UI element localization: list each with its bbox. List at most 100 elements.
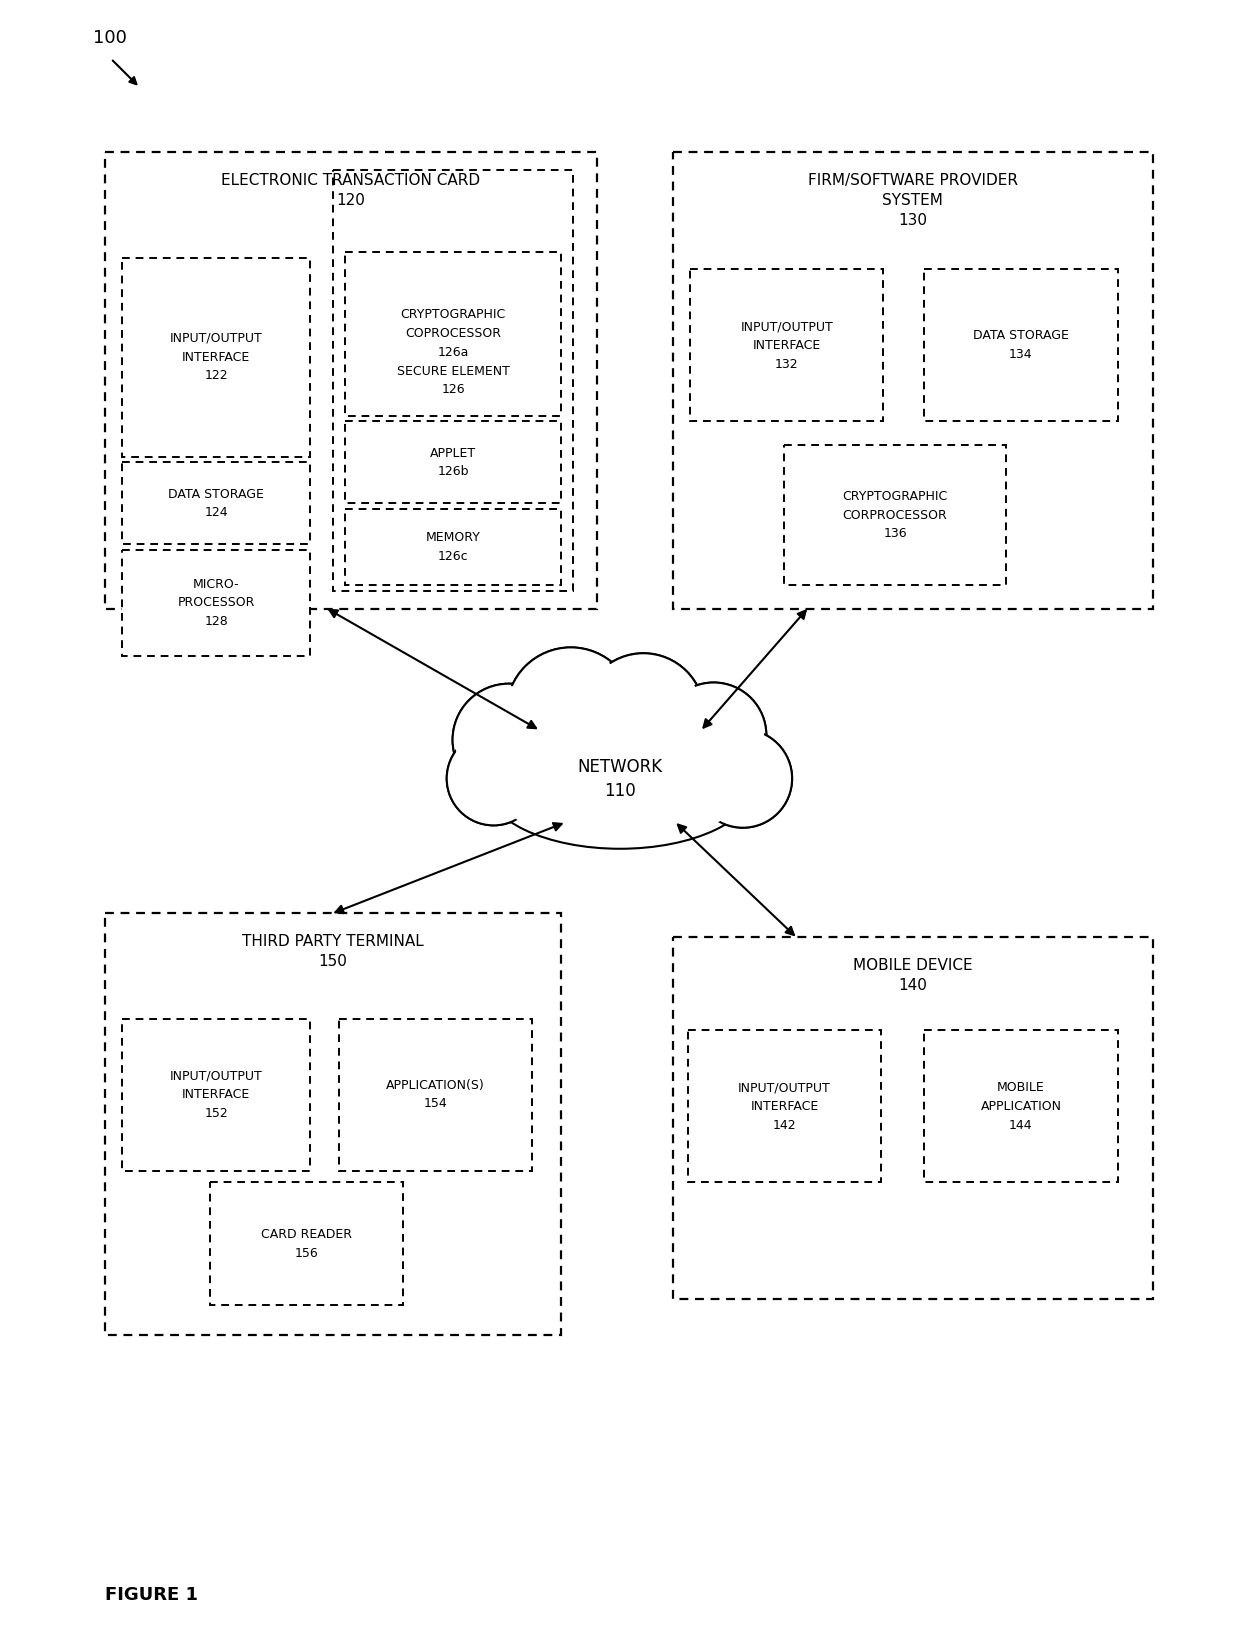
- Text: 156: 156: [295, 1247, 319, 1260]
- Circle shape: [661, 682, 766, 788]
- Circle shape: [693, 729, 792, 828]
- Bar: [672, 152, 1153, 608]
- Bar: [784, 444, 1007, 585]
- Circle shape: [662, 683, 765, 787]
- Text: DATA STORAGE: DATA STORAGE: [973, 329, 1069, 343]
- Text: 130: 130: [898, 213, 928, 228]
- Text: APPLICATION: APPLICATION: [981, 1100, 1061, 1113]
- Text: MOBILE DEVICE: MOBILE DEVICE: [853, 957, 972, 972]
- Ellipse shape: [487, 723, 753, 846]
- Text: 122: 122: [205, 369, 228, 382]
- Ellipse shape: [485, 720, 755, 849]
- Circle shape: [446, 731, 541, 826]
- Text: MICRO-: MICRO-: [192, 577, 239, 590]
- Text: FIGURE 1: FIGURE 1: [105, 1587, 198, 1605]
- Text: APPLET: APPLET: [430, 446, 476, 459]
- Text: PROCESSOR: PROCESSOR: [177, 597, 254, 610]
- Circle shape: [453, 683, 565, 797]
- Bar: [334, 170, 573, 592]
- Circle shape: [448, 733, 539, 824]
- Text: INTERFACE: INTERFACE: [182, 351, 250, 364]
- Text: INTERFACE: INTERFACE: [182, 1088, 250, 1101]
- Circle shape: [446, 731, 541, 826]
- Text: 142: 142: [773, 1118, 796, 1131]
- Text: DATA STORAGE: DATA STORAGE: [169, 487, 264, 500]
- Text: THIRD PARTY TERMINAL: THIRD PARTY TERMINAL: [242, 934, 424, 949]
- Text: CARD READER: CARD READER: [262, 1228, 352, 1241]
- Text: APPLICATION(S): APPLICATION(S): [386, 1078, 485, 1092]
- Bar: [691, 269, 883, 421]
- Text: ELECTRONIC TRANSACTION CARD: ELECTRONIC TRANSACTION CARD: [221, 174, 480, 188]
- Circle shape: [449, 734, 538, 823]
- Circle shape: [446, 731, 541, 826]
- Ellipse shape: [491, 726, 749, 842]
- Bar: [123, 462, 310, 544]
- Text: 154: 154: [424, 1098, 448, 1111]
- Text: 132: 132: [775, 357, 799, 370]
- Bar: [211, 1182, 403, 1305]
- Bar: [345, 421, 562, 503]
- Text: 128: 128: [205, 615, 228, 628]
- Bar: [345, 252, 562, 416]
- Bar: [105, 152, 596, 608]
- Ellipse shape: [486, 721, 754, 847]
- Circle shape: [693, 729, 792, 828]
- Text: 136: 136: [883, 528, 906, 541]
- Circle shape: [693, 729, 792, 828]
- Circle shape: [583, 654, 704, 775]
- Text: 126c: 126c: [438, 551, 469, 564]
- Circle shape: [454, 685, 564, 795]
- Circle shape: [583, 654, 704, 775]
- Circle shape: [694, 731, 791, 826]
- Text: CRYPTOGRAPHIC: CRYPTOGRAPHIC: [842, 490, 947, 503]
- Text: NETWORK: NETWORK: [578, 757, 662, 775]
- Text: 124: 124: [205, 506, 228, 520]
- Text: SYSTEM: SYSTEM: [882, 193, 944, 208]
- Text: 126: 126: [441, 384, 465, 397]
- Text: 126a: 126a: [438, 346, 469, 359]
- Circle shape: [506, 647, 635, 777]
- Bar: [105, 913, 562, 1334]
- Circle shape: [663, 685, 764, 785]
- Circle shape: [583, 654, 704, 775]
- Text: 140: 140: [898, 977, 928, 993]
- Bar: [339, 1018, 532, 1170]
- Bar: [123, 1018, 310, 1170]
- Circle shape: [507, 649, 634, 775]
- Bar: [672, 936, 1153, 1300]
- Circle shape: [453, 683, 565, 797]
- Text: INPUT/OUTPUT: INPUT/OUTPUT: [170, 1069, 263, 1082]
- Circle shape: [696, 731, 790, 826]
- Text: INTERFACE: INTERFACE: [753, 339, 821, 352]
- Text: CRYPTOGRAPHIC: CRYPTOGRAPHIC: [401, 308, 506, 321]
- Text: 126b: 126b: [438, 465, 469, 479]
- Bar: [123, 551, 310, 656]
- Circle shape: [661, 682, 766, 788]
- Bar: [123, 257, 310, 457]
- Text: 120: 120: [336, 193, 365, 208]
- Bar: [924, 1031, 1117, 1182]
- Text: FIRM/SOFTWARE PROVIDER: FIRM/SOFTWARE PROVIDER: [807, 174, 1018, 188]
- Circle shape: [455, 687, 563, 793]
- Circle shape: [584, 654, 703, 774]
- Text: MOBILE: MOBILE: [997, 1082, 1045, 1095]
- Text: COPROCESSOR: COPROCESSOR: [405, 328, 501, 341]
- Text: 144: 144: [1009, 1118, 1033, 1131]
- Text: 134: 134: [1009, 347, 1033, 361]
- Text: 152: 152: [205, 1106, 228, 1119]
- Text: INTERFACE: INTERFACE: [750, 1100, 818, 1113]
- Text: 100: 100: [93, 30, 126, 48]
- Bar: [688, 1031, 882, 1182]
- Text: INPUT/OUTPUT: INPUT/OUTPUT: [738, 1082, 831, 1095]
- Text: 110: 110: [604, 782, 636, 800]
- Text: SECURE ELEMENT: SECURE ELEMENT: [397, 364, 510, 377]
- Bar: [924, 269, 1117, 421]
- Text: MEMORY: MEMORY: [425, 531, 481, 544]
- Bar: [345, 510, 562, 585]
- Circle shape: [661, 682, 766, 788]
- Text: 150: 150: [319, 954, 347, 969]
- Circle shape: [585, 656, 702, 772]
- Circle shape: [506, 647, 635, 777]
- Text: INPUT/OUTPUT: INPUT/OUTPUT: [740, 320, 833, 333]
- Text: INPUT/OUTPUT: INPUT/OUTPUT: [170, 331, 263, 344]
